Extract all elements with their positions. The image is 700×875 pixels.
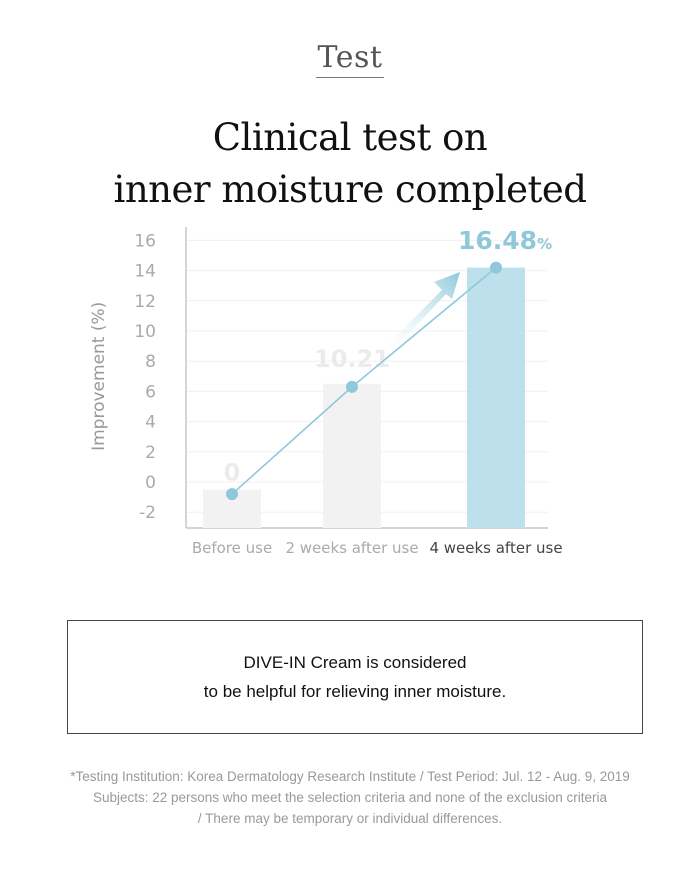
section-label-text: Test xyxy=(315,40,385,78)
y-tick-label: 4 xyxy=(145,413,156,433)
x-tick-label: 2 weeks after use xyxy=(285,539,418,557)
footnote-line-3: / There may be temporary or individual d… xyxy=(197,811,503,826)
highlight-value-label: 16.48% xyxy=(458,226,552,255)
y-tick-label: 14 xyxy=(134,262,156,282)
section-label: Test xyxy=(0,40,700,78)
bar xyxy=(323,383,381,528)
y-tick-label: 8 xyxy=(145,352,156,372)
x-tick-label: 4 weeks after use xyxy=(429,539,562,557)
data-point xyxy=(490,261,502,274)
y-axis-label: Improvement (%) xyxy=(89,302,109,451)
x-tick-label: Before use xyxy=(192,539,272,557)
footnote-line-1: *Testing Institution: Korea Dermatology … xyxy=(70,769,630,784)
title-line-1: Clinical test on xyxy=(212,116,488,159)
conclusion-line-1: DIVE-IN Cream is considered xyxy=(243,653,467,672)
title-line-2: inner moisture completed xyxy=(113,168,587,211)
highlight-value: 16.48 xyxy=(458,226,537,255)
data-point xyxy=(346,380,358,393)
trend-arrow xyxy=(378,272,460,360)
y-tick-label: -2 xyxy=(139,503,156,523)
y-tick-label: 0 xyxy=(145,473,156,493)
highlight-value-suffix: % xyxy=(537,235,552,253)
conclusion-line-2: to be helpful for relieving inner moistu… xyxy=(203,682,507,701)
conclusion-box: DIVE-IN Cream is considered to be helpfu… xyxy=(67,620,643,734)
y-tick-label: 16 xyxy=(134,231,156,251)
bar xyxy=(467,267,525,528)
y-tick-label: 12 xyxy=(134,292,156,312)
data-label: 10.21 xyxy=(314,345,390,373)
y-tick-label: 10 xyxy=(134,322,156,342)
footnote-line-2: Subjects: 22 persons who meet the select… xyxy=(92,790,608,805)
data-point xyxy=(226,488,238,501)
footnote: *Testing Institution: Korea Dermatology … xyxy=(0,766,700,829)
page-title: Clinical test on inner moisture complete… xyxy=(0,112,700,216)
y-tick-label: 2 xyxy=(145,443,156,463)
bar-chart: 16 14 12 10 8 6 4 2 0 -2 Improvement (%) Before use… xyxy=(89,226,563,557)
y-tick-label: 6 xyxy=(145,382,156,402)
data-label: 0 xyxy=(224,458,241,486)
